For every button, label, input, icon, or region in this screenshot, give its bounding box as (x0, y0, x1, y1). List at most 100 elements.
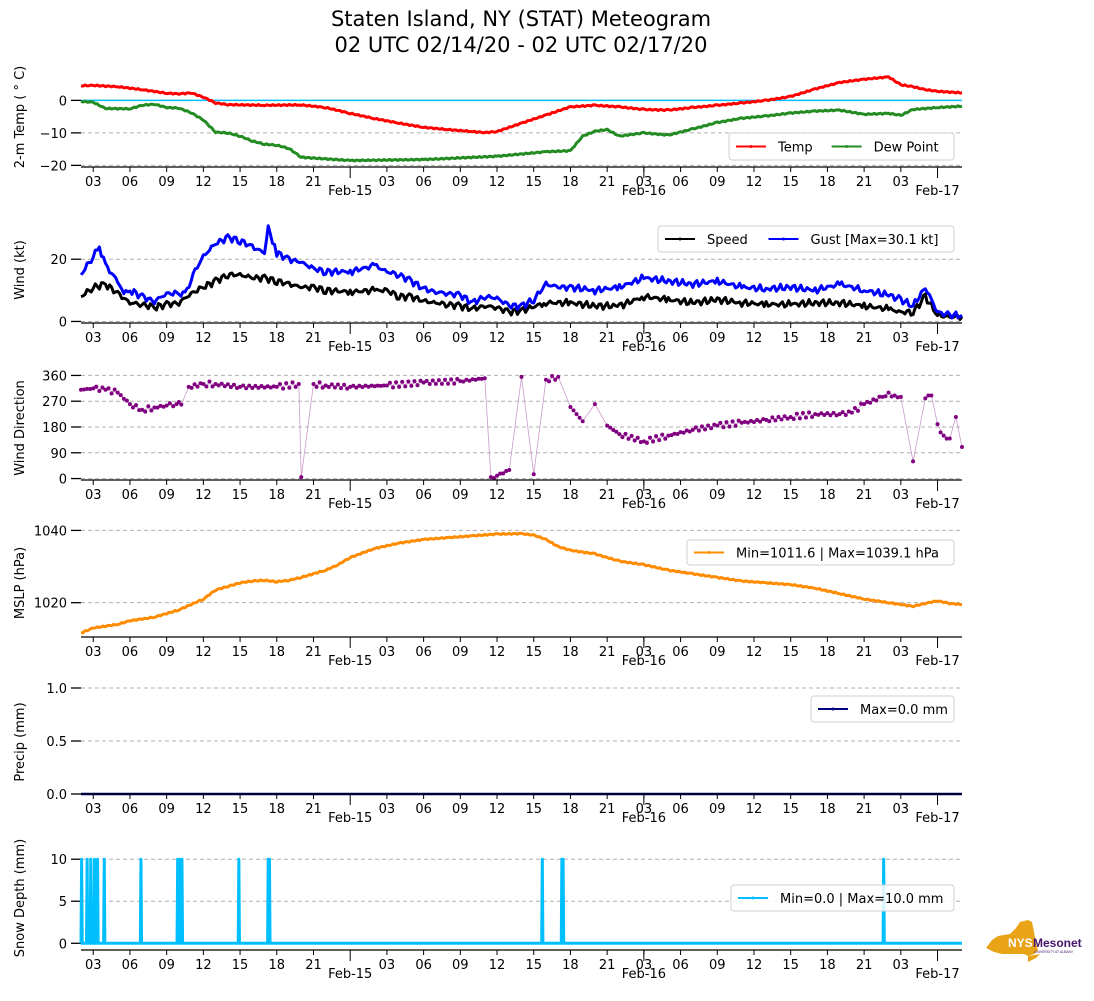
series-wind-point (779, 417, 784, 422)
series-min-spike-point (89, 857, 93, 861)
x-tick-label: 03 (379, 331, 396, 346)
x-tick-label: 12 (195, 175, 212, 190)
series-wind-point (372, 384, 377, 389)
series-wind-point (504, 469, 509, 474)
x-tick-label: 18 (269, 488, 286, 503)
series-wind-point (898, 394, 903, 399)
x-tick-label: 18 (562, 958, 579, 973)
legend-label: Max=0.0 mm (860, 703, 948, 718)
series-wind-point (140, 407, 145, 412)
legend-marker (831, 707, 835, 711)
x-tick-label: 03 (893, 958, 910, 973)
x-tick-label: 09 (158, 488, 175, 503)
series-wind-point (626, 436, 631, 441)
x-day-label: Feb-15 (328, 654, 372, 669)
series-wind-point (730, 419, 735, 424)
series-wind-point (256, 385, 261, 390)
series-min-spike-point (96, 857, 100, 861)
series-wind-point (345, 386, 350, 391)
x-day-label: Feb-16 (622, 497, 666, 512)
series-wind-point (201, 382, 206, 387)
series-wind-point (498, 471, 503, 476)
panel-snow: 0 5 10 Snow Depth (mm) 03 06 09 12 15 18 21 03 06 09 1… (13, 839, 962, 982)
series-wind-point (727, 424, 732, 429)
series-wind-point (366, 384, 371, 389)
x-tick-label: 12 (195, 488, 212, 503)
series-wind-point (268, 385, 273, 390)
series-wind-point (265, 384, 270, 389)
x-tick-label: 18 (819, 175, 836, 190)
series-wind-point (210, 384, 215, 389)
x-tick-label: 15 (232, 488, 249, 503)
series-wind-point (519, 374, 524, 379)
series-wind-point (690, 427, 695, 432)
series-wind-point (406, 379, 411, 384)
y-tick-label: 20 (50, 253, 67, 268)
x-tick-label: 03 (636, 645, 653, 660)
series-wind-point (439, 381, 444, 386)
x-tick-label: 09 (452, 802, 469, 817)
x-day-label: Feb-17 (915, 497, 959, 512)
x-tick-label: 18 (562, 488, 579, 503)
series-speed-line (80, 271, 964, 321)
y-tick-label: 1040 (34, 524, 67, 539)
series-wind-point (131, 405, 136, 410)
x-tick-label: 18 (819, 331, 836, 346)
series-wind-point (617, 432, 622, 437)
x-tick-label: 15 (525, 645, 542, 660)
series-wind-point (953, 414, 958, 419)
series-wind-point (721, 425, 726, 430)
x-day-label: Feb-15 (328, 967, 372, 982)
series-wind-point (944, 436, 949, 441)
x-tick-label: 09 (158, 645, 175, 660)
series-wind-point (231, 382, 236, 387)
series-wind-point (467, 378, 472, 383)
series-wind-point (115, 390, 120, 395)
x-tick-label: 12 (746, 331, 763, 346)
series-wind-point (470, 377, 475, 382)
x-tick-label: 03 (85, 175, 102, 190)
series-wind-point (724, 420, 729, 425)
series-wind-point (687, 429, 692, 434)
legend-temp: Temp Dew Point (728, 132, 955, 161)
series-wind-point (807, 410, 812, 415)
series-wind-point (378, 383, 383, 388)
x-tick-label: 15 (232, 175, 249, 190)
legend-label: Min=0.0 | Max=10.0 mm (780, 892, 943, 907)
series-wind-point (507, 467, 512, 472)
series-wind-point (458, 379, 463, 384)
x-tick-label: 12 (746, 958, 763, 973)
series-wind-point (495, 473, 500, 478)
x-tick-label: 21 (305, 958, 322, 973)
series-wind-point (782, 414, 787, 419)
series-wind-point (143, 409, 148, 414)
x-tick-label: 03 (893, 331, 910, 346)
series-wind-point (568, 404, 573, 409)
series-wind-point (654, 434, 659, 439)
series-wind-point (127, 402, 132, 407)
series-min-spike-point (92, 857, 96, 861)
x-tick-label: 12 (195, 331, 212, 346)
x-tick-label: 09 (158, 331, 175, 346)
series-wind-point (620, 435, 625, 440)
x-tick-label: 12 (489, 958, 506, 973)
x-tick-label: 12 (489, 645, 506, 660)
series-wind-point (849, 410, 854, 415)
series-wind-point (611, 428, 616, 433)
series-wind-point (91, 386, 96, 391)
x-tick-label: 15 (782, 175, 799, 190)
y-tick-label: 0.0 (46, 788, 67, 803)
series-wind-point (235, 386, 240, 391)
series-wind-point (369, 383, 374, 388)
series-wind-point (317, 380, 322, 385)
series-wind-point (311, 382, 316, 387)
series-wind-point (82, 387, 87, 392)
series-wind-point (684, 428, 689, 433)
series-min-line (80, 531, 962, 635)
legend-box (686, 539, 955, 566)
series-wind-point (929, 393, 934, 398)
series-wind-point (216, 383, 221, 388)
x-tick-label: 09 (158, 802, 175, 817)
x-tick-label: 18 (562, 802, 579, 817)
